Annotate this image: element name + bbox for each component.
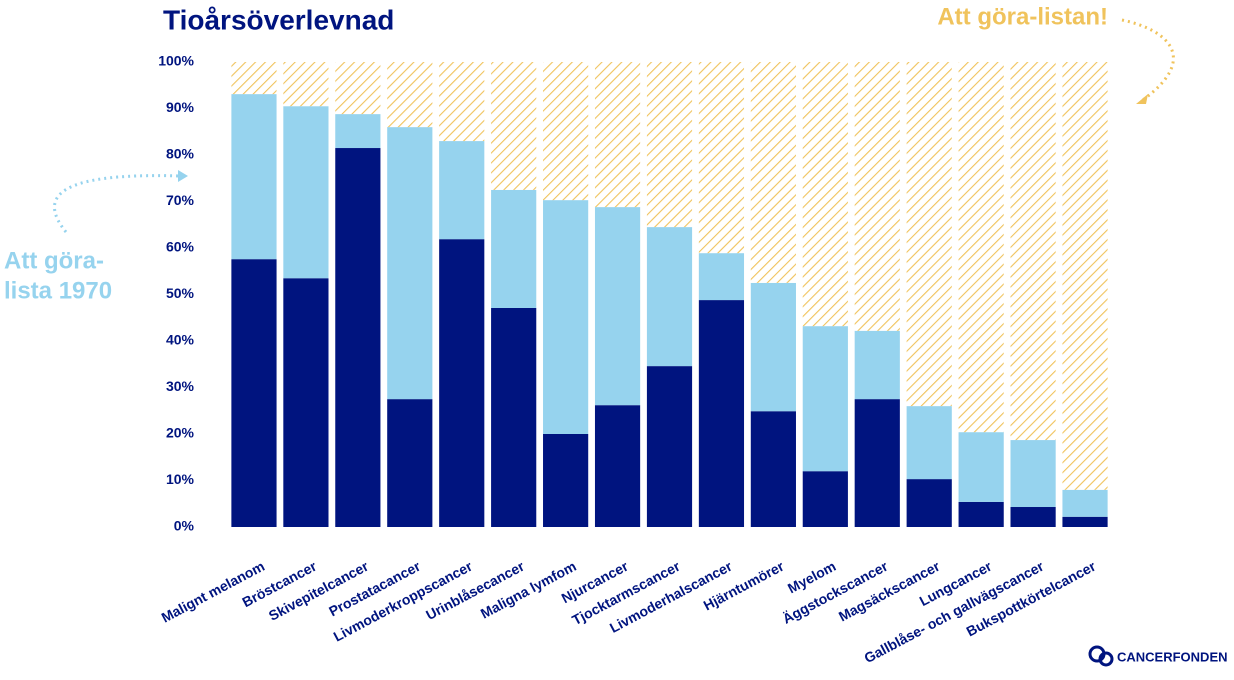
bar-segment (491, 189, 537, 308)
bar-segment (335, 62, 381, 115)
arrow (1121, 18, 1175, 104)
bar-segment (283, 278, 329, 527)
bar-segment (594, 207, 641, 406)
bar-segment (1010, 62, 1056, 441)
chart-title: Tioårsöverlevnad (163, 4, 394, 35)
bar-segment (906, 62, 952, 407)
logo: CANCERFONDEN (1088, 645, 1228, 667)
bar-segment (854, 62, 900, 331)
bar-segment (646, 366, 693, 527)
bar-segment (231, 94, 277, 260)
bar-segment (491, 62, 537, 190)
bar-segment (802, 471, 848, 527)
bar-segment (231, 62, 277, 95)
bar-segment (646, 227, 693, 367)
bar-segment (854, 399, 900, 527)
bar-segment (439, 239, 485, 528)
bar-segment (543, 434, 589, 527)
annotation: lista 1970 (4, 277, 112, 304)
y-tick-label: 40% (166, 332, 195, 348)
bar-segment (387, 399, 433, 527)
bar-segment (906, 479, 952, 527)
y-tick-label: 60% (166, 239, 195, 255)
bar-segment (335, 148, 381, 527)
bar-segment (698, 300, 745, 527)
bar-segment (335, 114, 381, 149)
bar-segment (283, 62, 329, 107)
bar-segment (802, 62, 848, 327)
bar-segment (958, 501, 1004, 527)
y-tick-label: 30% (166, 378, 195, 394)
logo-icon (1098, 651, 1114, 667)
arrow (52, 174, 181, 233)
bar-segment (543, 62, 589, 201)
bar-segment (854, 330, 900, 400)
annotation: Att göra- (4, 247, 104, 274)
bar-segment (958, 432, 1004, 502)
bar-segment (750, 62, 796, 283)
bar-segment (646, 62, 693, 228)
bar-segment (1010, 440, 1056, 508)
logo-text: CANCERFONDEN (1117, 649, 1228, 664)
bar-segment (283, 106, 329, 279)
bar-segment (1062, 516, 1108, 527)
y-tick-label: 100% (158, 53, 194, 69)
bar-segment (958, 62, 1004, 433)
bar-segment (698, 253, 745, 301)
annotation: Att göra-listan! (937, 3, 1108, 30)
bar-segment (750, 411, 796, 527)
bar-segment (906, 406, 952, 480)
y-tick-label: 80% (166, 146, 195, 162)
y-tick-label: 10% (166, 471, 195, 487)
arrow-head (178, 170, 188, 182)
bar-segment (231, 259, 277, 527)
bar-segment (439, 62, 485, 142)
bar-segment (594, 405, 641, 527)
bar-segment (543, 200, 589, 434)
bar-segment (594, 62, 641, 208)
y-tick-label: 0% (174, 518, 195, 534)
bar-segment (750, 282, 796, 412)
bar-segment (387, 62, 433, 128)
arrow-head (1136, 94, 1148, 104)
bar-segment (698, 62, 745, 254)
y-tick-label: 70% (166, 192, 195, 208)
y-tick-label: 20% (166, 425, 195, 441)
bar-segment (387, 127, 433, 400)
bar-segment (1010, 507, 1056, 527)
bar-segment (491, 307, 537, 527)
y-tick-label: 90% (166, 99, 195, 115)
bar-segment (439, 141, 485, 240)
bar-segment (802, 326, 848, 472)
bar-segment (1062, 489, 1108, 517)
y-tick-label: 50% (166, 285, 195, 301)
bar-segment (1062, 62, 1108, 490)
